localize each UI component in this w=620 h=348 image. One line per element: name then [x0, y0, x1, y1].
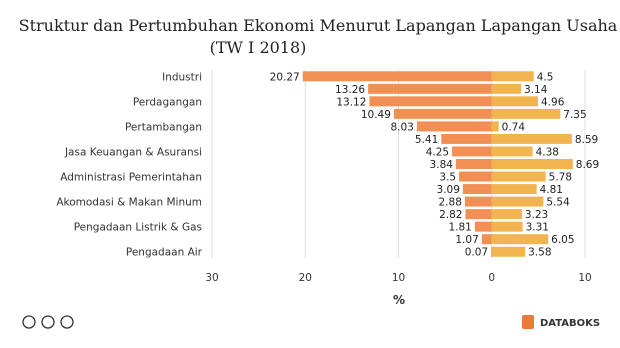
value-label: 0.74 [502, 121, 526, 133]
category-label: Jasa Keuangan & Asuransi [64, 146, 202, 158]
value-label: 5.54 [546, 197, 570, 209]
x-tick-label: 30 [205, 272, 218, 284]
bar [491, 146, 533, 157]
bar [491, 234, 549, 245]
value-label: 10.49 [361, 109, 391, 121]
value-label: 3.23 [525, 209, 548, 221]
bar [455, 159, 492, 169]
value-label: 2.82 [439, 209, 462, 221]
value-label: 3.09 [437, 184, 460, 196]
category-label: Administrasi Pemerintahan [60, 172, 202, 184]
value-label: 8.59 [575, 134, 598, 146]
bar [474, 221, 492, 232]
category-label: Perdagangan [133, 96, 202, 108]
bar [416, 121, 492, 132]
value-label: 4.96 [541, 96, 565, 108]
value-label: 1.07 [455, 234, 478, 246]
bar [491, 171, 546, 182]
bar [491, 96, 539, 107]
bar [441, 133, 492, 144]
bar [491, 246, 526, 257]
license-icons [22, 315, 74, 329]
value-label: 1.81 [448, 222, 471, 234]
bar [481, 234, 492, 245]
bar [491, 246, 492, 257]
value-label: 13.26 [335, 84, 365, 96]
bar [491, 159, 573, 169]
value-label: 3.58 [528, 247, 551, 259]
chart-subtitle: (TW I 2018) [210, 38, 307, 57]
value-label: 0.07 [465, 247, 488, 259]
brand: DATABOKS [540, 318, 600, 329]
value-label: 3.31 [526, 222, 549, 234]
x-tick-label: 0 [488, 272, 495, 284]
x-tick-label: 10 [392, 272, 405, 284]
bar [464, 196, 492, 207]
x-tick-label: 20 [299, 272, 312, 284]
value-label: 4.81 [540, 184, 563, 196]
bar [491, 108, 561, 119]
bar [491, 221, 523, 232]
bar [368, 83, 492, 94]
category-label: Industri [162, 71, 202, 83]
value-label: 4.5 [537, 71, 554, 83]
value-label: 3.14 [524, 84, 548, 96]
category-label: Pertambangan [125, 121, 202, 133]
chart-title: Struktur dan Pertumbuhan Ekonomi Menurut… [19, 16, 618, 35]
value-label: 7.35 [563, 109, 586, 121]
value-label: 4.25 [426, 146, 449, 158]
bar [462, 184, 492, 195]
bar [491, 184, 537, 195]
value-label: 3.5 [439, 172, 456, 184]
category-label: Akomodasi & Makan Minum [56, 197, 202, 209]
bar [393, 108, 492, 119]
brand-logo [522, 315, 534, 329]
value-label: 13.12 [336, 96, 366, 108]
bar [491, 133, 572, 144]
value-label: 5.78 [549, 172, 572, 184]
x-axis-label: % [393, 293, 405, 307]
bar [452, 146, 492, 157]
bar [459, 171, 492, 182]
value-label: 3.84 [430, 159, 454, 171]
value-label: 8.69 [576, 159, 599, 171]
bar [465, 209, 492, 220]
value-label: 6.05 [551, 234, 574, 246]
value-label: 8.03 [390, 121, 413, 133]
bar [491, 71, 534, 82]
value-label: 5.41 [415, 134, 438, 146]
bar [302, 71, 492, 82]
x-tick-label: 10 [578, 272, 591, 284]
value-label: 4.38 [536, 146, 559, 158]
bar [491, 196, 544, 207]
bar [491, 209, 522, 220]
category-label: Pengadaan Listrik & Gas [74, 222, 202, 234]
value-label: 20.27 [270, 71, 300, 83]
bar [491, 121, 499, 132]
bar [369, 96, 492, 107]
category-label: Pengadaan Air [126, 247, 203, 259]
value-label: 2.88 [439, 197, 462, 209]
bar [491, 83, 522, 94]
